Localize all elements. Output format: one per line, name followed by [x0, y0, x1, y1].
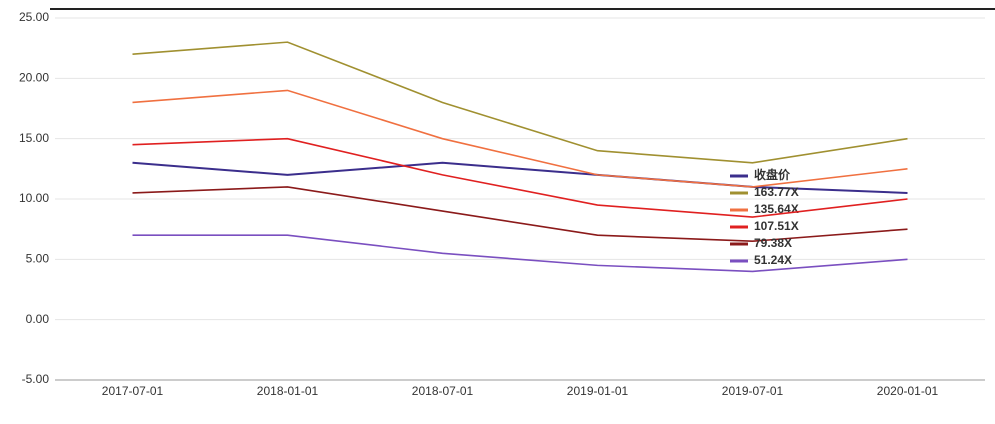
x-tick-label: 2020-01-01 — [877, 384, 939, 398]
x-tick-label: 2018-01-01 — [257, 384, 319, 398]
legend-label: 163.77X — [754, 185, 799, 199]
x-tick-label: 2019-07-01 — [722, 384, 784, 398]
y-tick-label: 5.00 — [26, 252, 50, 266]
y-tick-label: 0.00 — [26, 312, 50, 326]
y-tick-label: 15.00 — [19, 131, 49, 145]
series-line — [132, 89, 908, 188]
legend-label: 79.38X — [754, 236, 792, 250]
x-tick-label: 2019-01-01 — [567, 384, 629, 398]
y-tick-label: 25.00 — [19, 10, 49, 24]
legend-label: 107.51X — [754, 219, 799, 233]
series-line — [132, 161, 908, 194]
series-line — [132, 186, 908, 243]
x-tick-label: 2017-07-01 — [102, 384, 164, 398]
x-tick-label: 2018-07-01 — [412, 384, 474, 398]
y-tick-label: 10.00 — [19, 191, 49, 205]
series-line — [132, 234, 908, 273]
y-tick-label: -5.00 — [22, 372, 50, 386]
legend-label: 收盘价 — [754, 167, 791, 182]
series-line — [132, 137, 908, 218]
y-tick-label: 20.00 — [19, 71, 49, 85]
legend-label: 51.24X — [754, 253, 792, 267]
series-line — [132, 41, 908, 164]
